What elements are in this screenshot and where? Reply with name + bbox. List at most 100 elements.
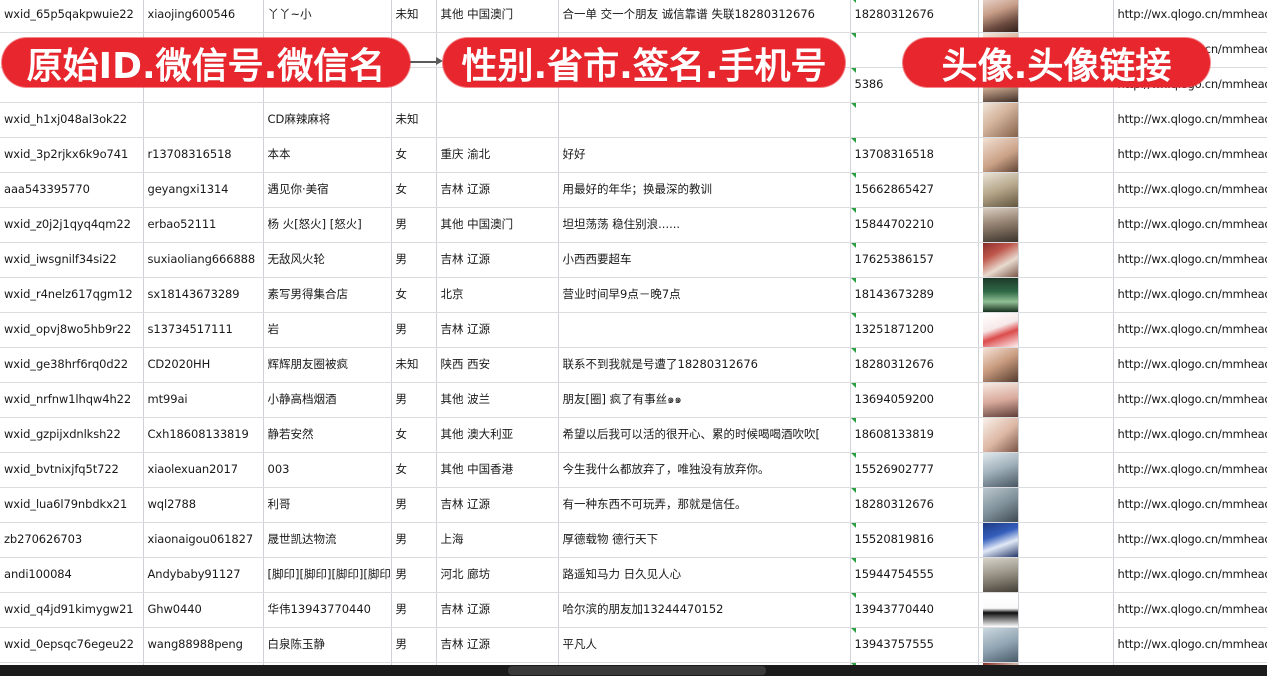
cell-origin[interactable]: wxid_0epsqc76egeu22 bbox=[0, 627, 144, 663]
table-row[interactable]: andi100084 Andybaby91127 [脚印][脚印][脚印][脚印男河… bbox=[0, 557, 1267, 593]
table-row[interactable]: wxid_0epsqc76egeu22 wang88988peng 白泉陈玉静男吉林… bbox=[0, 627, 1267, 663]
cell-wxid[interactable]: Ghw0440 bbox=[143, 592, 264, 628]
table-row[interactable]: wxid_lua6l79nbdkx21 wql2788 利哥男吉林 辽源 有一种东西不… bbox=[0, 487, 1267, 523]
cell-region[interactable]: 北京 bbox=[436, 277, 559, 313]
cell-phone[interactable]: 15662865427 bbox=[850, 172, 979, 208]
cell-phone[interactable]: 18143673289 bbox=[850, 277, 979, 313]
cell-origin[interactable]: wxid_opvj8wo5hb9r22 bbox=[0, 312, 144, 348]
cell-avatar-url[interactable]: http://wx.qlogo.cn/mmhead bbox=[1113, 417, 1267, 453]
cell-origin[interactable]: wxid_bvtnixjfq5t722 bbox=[0, 452, 144, 488]
cell-avatar[interactable] bbox=[978, 487, 1019, 523]
cell-gender[interactable]: 男 bbox=[391, 522, 437, 558]
cell-region[interactable]: 其他 中国澳门 bbox=[436, 0, 559, 33]
cell-name[interactable]: 本本 bbox=[263, 137, 392, 173]
cell-avatar[interactable] bbox=[978, 137, 1019, 173]
cell-avatar[interactable] bbox=[978, 312, 1019, 348]
cell-phone[interactable]: 13708316518 bbox=[850, 137, 979, 173]
cell-phone[interactable]: 13943770440 bbox=[850, 592, 979, 628]
cell-gender[interactable]: 未知 bbox=[391, 102, 437, 138]
cell-region[interactable]: 其他 澳大利亚 bbox=[436, 417, 559, 453]
cell-region[interactable]: 上海 bbox=[436, 522, 559, 558]
table-row[interactable]: wxid_h1xj048al3ok22 CD麻辣麻将 未知 http://wx.qlo… bbox=[0, 102, 1267, 138]
cell-avatar[interactable] bbox=[978, 627, 1019, 663]
cell-name[interactable]: 岩 bbox=[263, 312, 392, 348]
cell-gender[interactable]: 女 bbox=[391, 417, 437, 453]
cell-region[interactable]: 吉林 辽源 bbox=[436, 312, 559, 348]
cell-wxid[interactable]: xiaojing600546 bbox=[143, 0, 264, 33]
cell-wxid[interactable] bbox=[143, 102, 264, 138]
cell-name[interactable]: [脚印][脚印][脚印][脚印 bbox=[263, 557, 392, 593]
cell-avatar-url[interactable]: http://wx.qlogo.cn/mmhead bbox=[1113, 102, 1267, 138]
cell-gender[interactable]: 男 bbox=[391, 312, 437, 348]
cell-origin[interactable]: wxid_nrfnw1lhqw4h22 bbox=[0, 382, 144, 418]
cell-phone[interactable]: 17625386157 bbox=[850, 242, 979, 278]
cell-sign[interactable]: 联系不到我就是号遭了18280312676 bbox=[558, 347, 851, 383]
cell-origin[interactable]: wxid_z0j2j1qyq4qm22 bbox=[0, 207, 144, 243]
cell-avatar-url[interactable]: http://wx.qlogo.cn/mmhead bbox=[1113, 0, 1267, 33]
cell-origin[interactable]: wxid_iwsgnilf34si22 bbox=[0, 242, 144, 278]
cell-region[interactable]: 河北 廊坊 bbox=[436, 557, 559, 593]
cell-name[interactable]: 遇见你·美宿 bbox=[263, 172, 392, 208]
cell-name[interactable]: 晟世凯达物流 bbox=[263, 522, 392, 558]
cell-gender[interactable]: 男 bbox=[391, 487, 437, 523]
cell-avatar[interactable] bbox=[978, 382, 1019, 418]
cell-avatar[interactable] bbox=[978, 347, 1019, 383]
cell-region[interactable]: 吉林 辽源 bbox=[436, 592, 559, 628]
cell-name[interactable]: 静若安然 bbox=[263, 417, 392, 453]
cell-sign[interactable] bbox=[558, 102, 851, 138]
cell-origin[interactable]: wxid_ge38hrf6rq0d22 bbox=[0, 347, 144, 383]
cell-origin[interactable]: aaa543395770 bbox=[0, 172, 144, 208]
cell-avatar-url[interactable]: http://wx.qlogo.cn/mmhead bbox=[1113, 452, 1267, 488]
cell-sign[interactable]: 厚德载物 德行天下 bbox=[558, 522, 851, 558]
horizontal-scrollbar[interactable] bbox=[0, 665, 1267, 676]
cell-sign[interactable]: 营业时间早9点－晚7点 bbox=[558, 277, 851, 313]
cell-name[interactable]: 小静高档烟酒 bbox=[263, 382, 392, 418]
cell-gender[interactable]: 未知 bbox=[391, 347, 437, 383]
cell-avatar-url[interactable]: http://wx.qlogo.cn/mmhead bbox=[1113, 277, 1267, 313]
cell-sign[interactable]: 坦坦荡荡 稳住别浪...... bbox=[558, 207, 851, 243]
cell-region[interactable]: 重庆 渝北 bbox=[436, 137, 559, 173]
cell-avatar-url[interactable]: http://wx.qlogo.cn/mmhead bbox=[1113, 487, 1267, 523]
cell-region[interactable]: 吉林 辽源 bbox=[436, 242, 559, 278]
cell-avatar-url[interactable]: http://wx.qlogo.cn/mmhead bbox=[1113, 382, 1267, 418]
cell-region[interactable]: 其他 波兰 bbox=[436, 382, 559, 418]
cell-wxid[interactable]: s13734517111 bbox=[143, 312, 264, 348]
cell-region[interactable]: 吉林 辽源 bbox=[436, 172, 559, 208]
cell-phone[interactable]: 18280312676 bbox=[850, 0, 979, 33]
cell-gender[interactable]: 男 bbox=[391, 557, 437, 593]
cell-avatar[interactable] bbox=[978, 102, 1019, 138]
cell-origin[interactable]: andi100084 bbox=[0, 557, 144, 593]
table-row[interactable]: wxid_opvj8wo5hb9r22 s13734517111 岩男吉林 辽源 13… bbox=[0, 312, 1267, 348]
cell-avatar-url[interactable]: http://wx.qlogo.cn/mmhead bbox=[1113, 522, 1267, 558]
cell-gender[interactable]: 未知 bbox=[391, 0, 437, 33]
cell-wxid[interactable]: xiaonaigou061827 bbox=[143, 522, 264, 558]
cell-gender[interactable]: 女 bbox=[391, 172, 437, 208]
cell-avatar-url[interactable]: http://wx.qlogo.cn/mmhead bbox=[1113, 592, 1267, 628]
cell-sign[interactable]: 小西西要超车 bbox=[558, 242, 851, 278]
cell-avatar[interactable] bbox=[978, 452, 1019, 488]
cell-avatar[interactable] bbox=[978, 417, 1019, 453]
table-row[interactable]: aaa543395770 geyangxi1314 遇见你·美宿女吉林 辽源 用最好的… bbox=[0, 172, 1267, 208]
table-row[interactable]: zb270626703 xiaonaigou061827 晟世凯达物流男上海 厚德载物… bbox=[0, 522, 1267, 558]
cell-avatar-url[interactable]: http://wx.qlogo.cn/mmhead bbox=[1113, 627, 1267, 663]
cell-gender[interactable]: 男 bbox=[391, 592, 437, 628]
cell-wxid[interactable]: erbao52111 bbox=[143, 207, 264, 243]
cell-gender[interactable]: 男 bbox=[391, 207, 437, 243]
cell-region[interactable]: 陕西 西安 bbox=[436, 347, 559, 383]
table-row[interactable]: wxid_r4nelz617qgm12 sx18143673289 素写男得集合店女… bbox=[0, 277, 1267, 313]
cell-avatar[interactable] bbox=[978, 172, 1019, 208]
horizontal-scrollbar-thumb[interactable] bbox=[508, 666, 766, 675]
cell-wxid[interactable]: Cxh18608133819 bbox=[143, 417, 264, 453]
cell-phone[interactable]: 15844702210 bbox=[850, 207, 979, 243]
cell-region[interactable]: 吉林 辽源 bbox=[436, 627, 559, 663]
cell-sign[interactable]: 平凡人 bbox=[558, 627, 851, 663]
table-row[interactable]: wxid_bvtnixjfq5t722 xiaolexuan2017 003 女其他 … bbox=[0, 452, 1267, 488]
cell-origin[interactable]: wxid_3p2rjkx6k9o741 bbox=[0, 137, 144, 173]
cell-avatar[interactable] bbox=[978, 522, 1019, 558]
cell-gender[interactable]: 女 bbox=[391, 452, 437, 488]
cell-avatar-url[interactable]: http://wx.qlogo.cn/mmhead bbox=[1113, 347, 1267, 383]
cell-avatar[interactable] bbox=[978, 207, 1019, 243]
cell-avatar[interactable] bbox=[978, 0, 1019, 33]
